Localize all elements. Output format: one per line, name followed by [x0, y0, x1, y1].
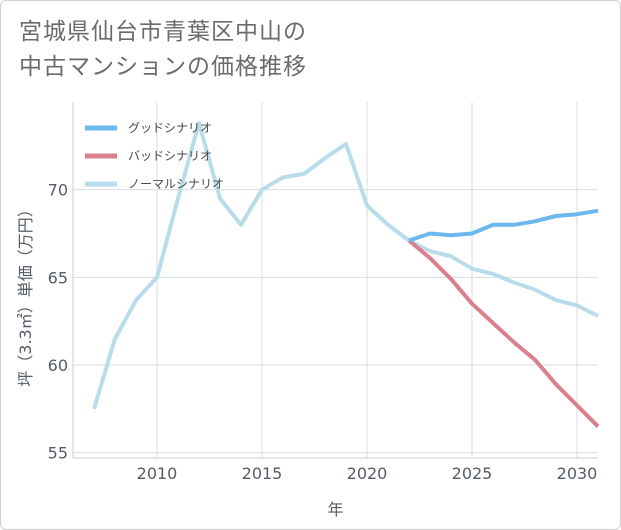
series-line	[92, 121, 599, 410]
y-tick-label: 60	[48, 356, 68, 375]
x-axis-label: 年	[327, 500, 343, 519]
x-tick-label: 2025	[452, 464, 493, 483]
y-tick-label: 65	[48, 268, 68, 287]
legend-label: バッドシナリオ	[128, 149, 212, 163]
chart-title-line-1: 宮城県仙台市青葉区中山の	[19, 19, 307, 45]
legend-label: ノーマルシナリオ	[128, 177, 224, 191]
x-tick-label: 2020	[347, 464, 388, 483]
series-line	[407, 238, 600, 428]
chart-title-line-2: 中古マンションの価格推移	[19, 54, 307, 80]
legend-label: グッドシナリオ	[128, 121, 212, 135]
plot-frame	[72, 102, 598, 459]
series-line	[408, 208, 599, 243]
x-tick-label: 2015	[242, 464, 283, 483]
x-tick-label: 2030	[557, 464, 598, 483]
chart-title: 宮城県仙台市青葉区中山の 中古マンションの価格推移	[19, 15, 307, 85]
y-axis-label: 坪（3.3㎡）単価（万円）	[16, 201, 35, 386]
y-tick-label: 55	[48, 444, 68, 463]
x-tick-label: 2010	[137, 464, 178, 483]
tick-labels: 2010 2015 2020 2025 2030 55 60 65 70	[48, 181, 598, 483]
series-lines	[92, 121, 600, 428]
y-tick-label: 70	[48, 181, 68, 200]
grid	[73, 102, 598, 458]
